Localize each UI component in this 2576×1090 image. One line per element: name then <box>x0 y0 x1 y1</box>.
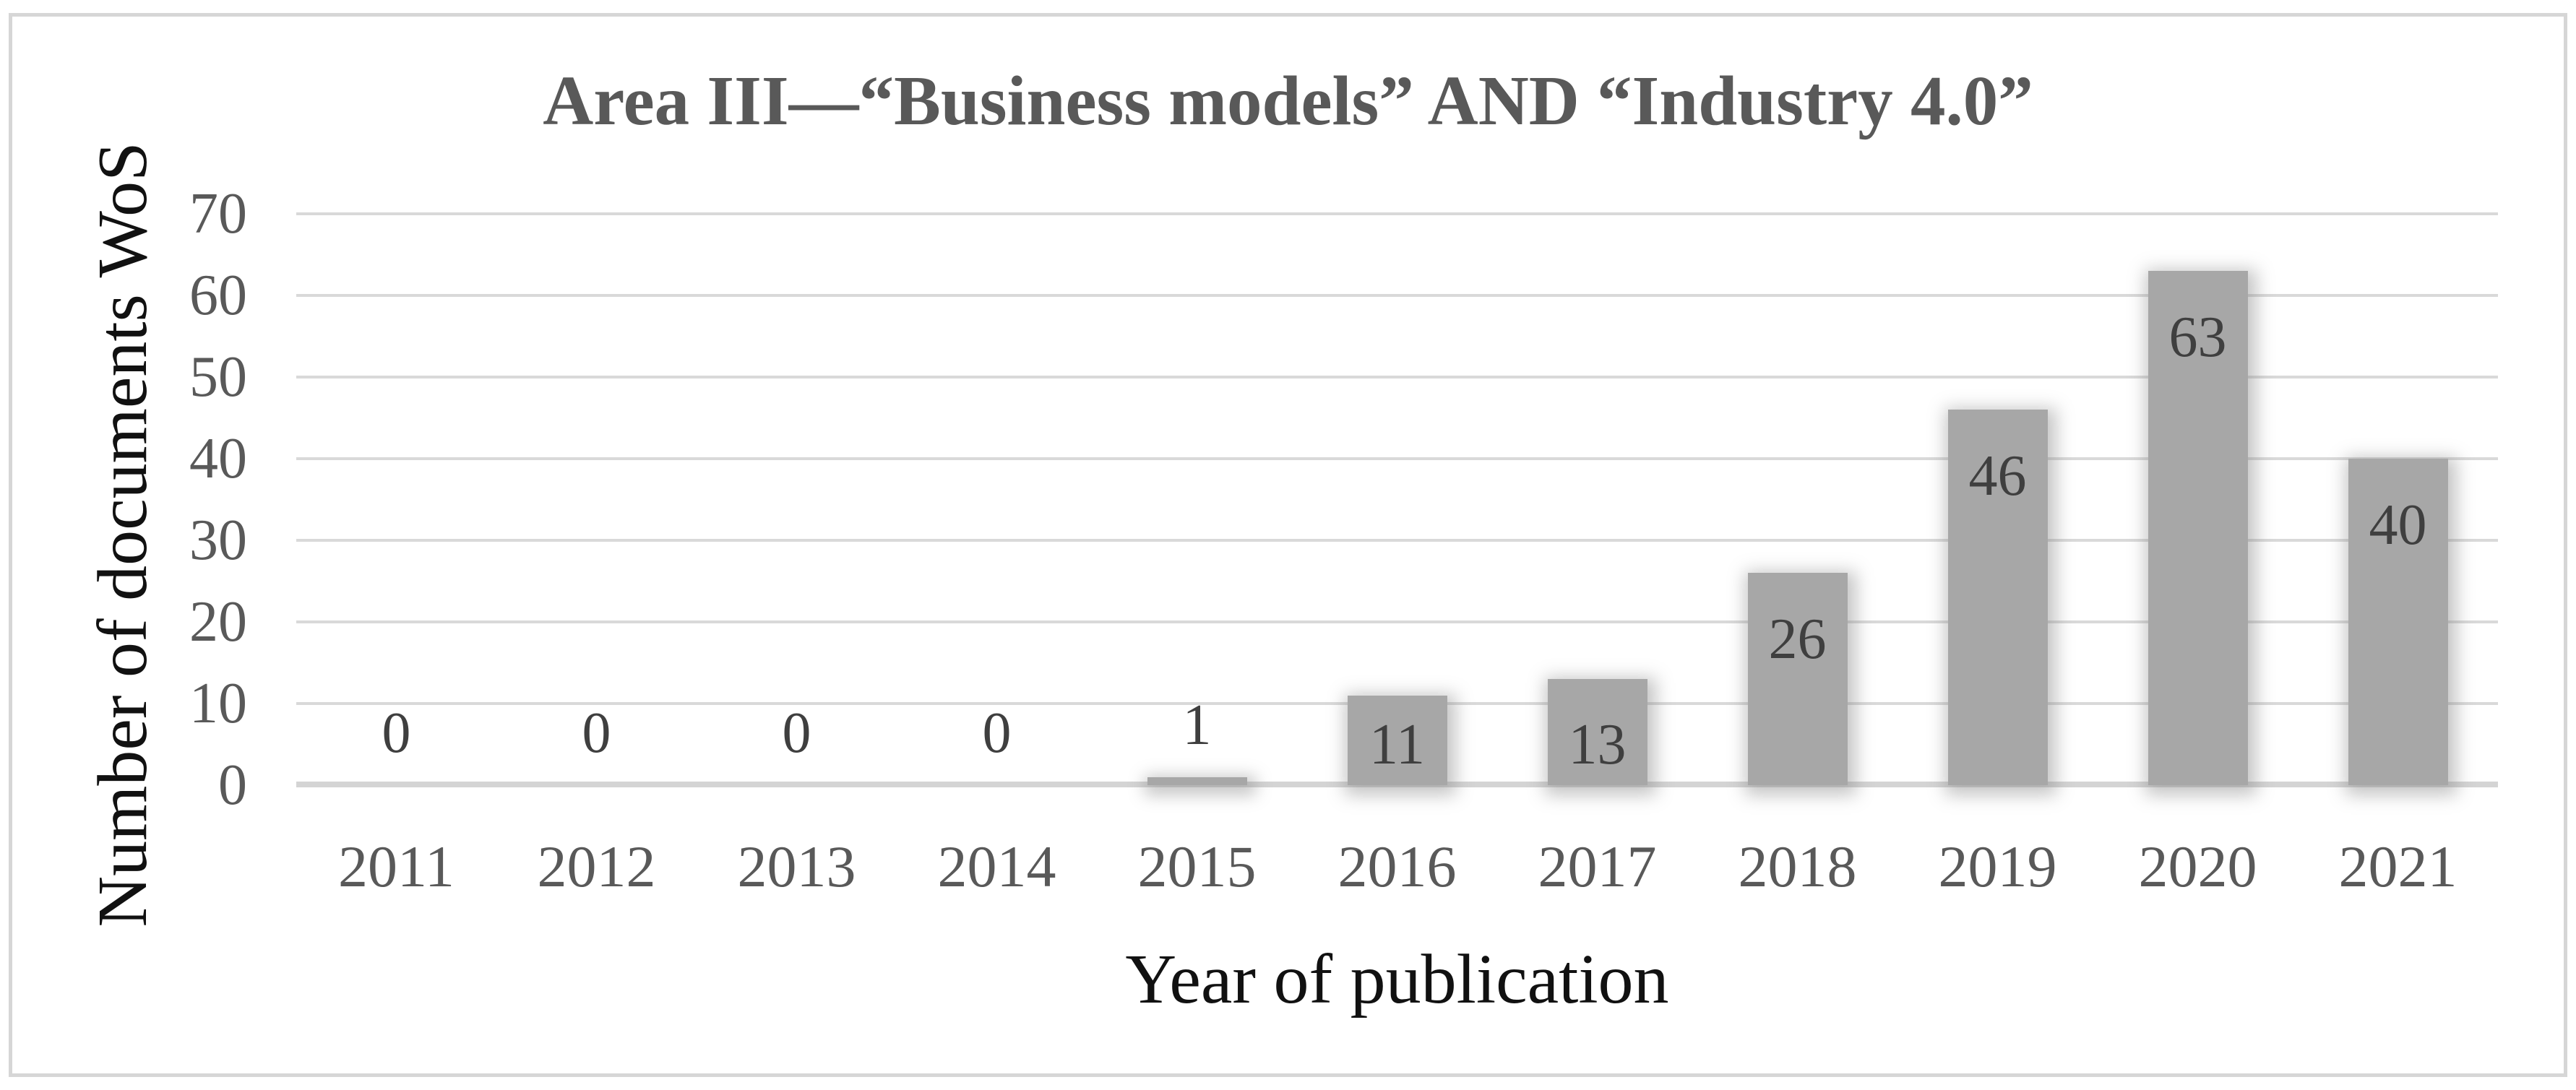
y-tick-label: 0 <box>218 753 247 817</box>
bar-value-label: 0 <box>582 701 611 765</box>
bar-value-label: 63 <box>2168 306 2227 370</box>
gridline <box>296 457 2498 460</box>
y-tick-label: 70 <box>189 182 247 246</box>
gridline <box>296 620 2498 623</box>
x-axis-title: Year of publication <box>1125 940 1669 1018</box>
bar-value-label: 1 <box>1182 693 1212 757</box>
x-category-label: 2013 <box>737 834 856 899</box>
bar <box>1347 695 1447 785</box>
x-category-label: 2017 <box>1538 834 1657 899</box>
y-tick-label: 20 <box>189 590 247 654</box>
bar <box>1147 777 1247 785</box>
gridline <box>296 539 2498 542</box>
x-category-label: 2019 <box>1938 834 2057 899</box>
bar-value-label: 11 <box>1369 713 1426 777</box>
bar-value-label: 26 <box>1768 607 1827 672</box>
bar-value-label: 13 <box>1568 713 1627 777</box>
bar <box>1547 679 1647 785</box>
bar <box>2148 271 2248 785</box>
bar <box>2348 459 2448 785</box>
bar-value-label: 40 <box>2369 493 2427 557</box>
x-category-label: 2020 <box>2138 834 2257 899</box>
chart-title: Area III—“Business models” AND “Industry… <box>543 62 2033 139</box>
y-tick-label: 30 <box>189 509 247 572</box>
y-tick-label: 10 <box>189 672 247 735</box>
bar <box>1947 410 2048 785</box>
y-tick-label: 60 <box>189 264 247 327</box>
x-category-label: 2021 <box>2338 834 2457 899</box>
gridline <box>296 212 2498 215</box>
y-tick-label: 40 <box>189 427 247 490</box>
gridline <box>296 294 2498 297</box>
x-category-label: 2018 <box>1738 834 1857 899</box>
x-category-label: 2012 <box>537 834 656 899</box>
x-category-label: 2015 <box>1137 834 1257 899</box>
x-category-label: 2014 <box>937 834 1056 899</box>
bar-value-label: 0 <box>982 701 1012 765</box>
x-category-label: 2011 <box>338 834 455 899</box>
y-tick-label: 50 <box>189 345 247 409</box>
bar <box>1747 573 1848 785</box>
bar-value-label: 0 <box>782 701 811 765</box>
gridline <box>296 376 2498 379</box>
x-category-label: 2016 <box>1337 834 1457 899</box>
bar-value-label: 46 <box>1968 444 2027 509</box>
bar-value-label: 0 <box>382 701 411 765</box>
figure-frame-border <box>9 13 2567 1077</box>
